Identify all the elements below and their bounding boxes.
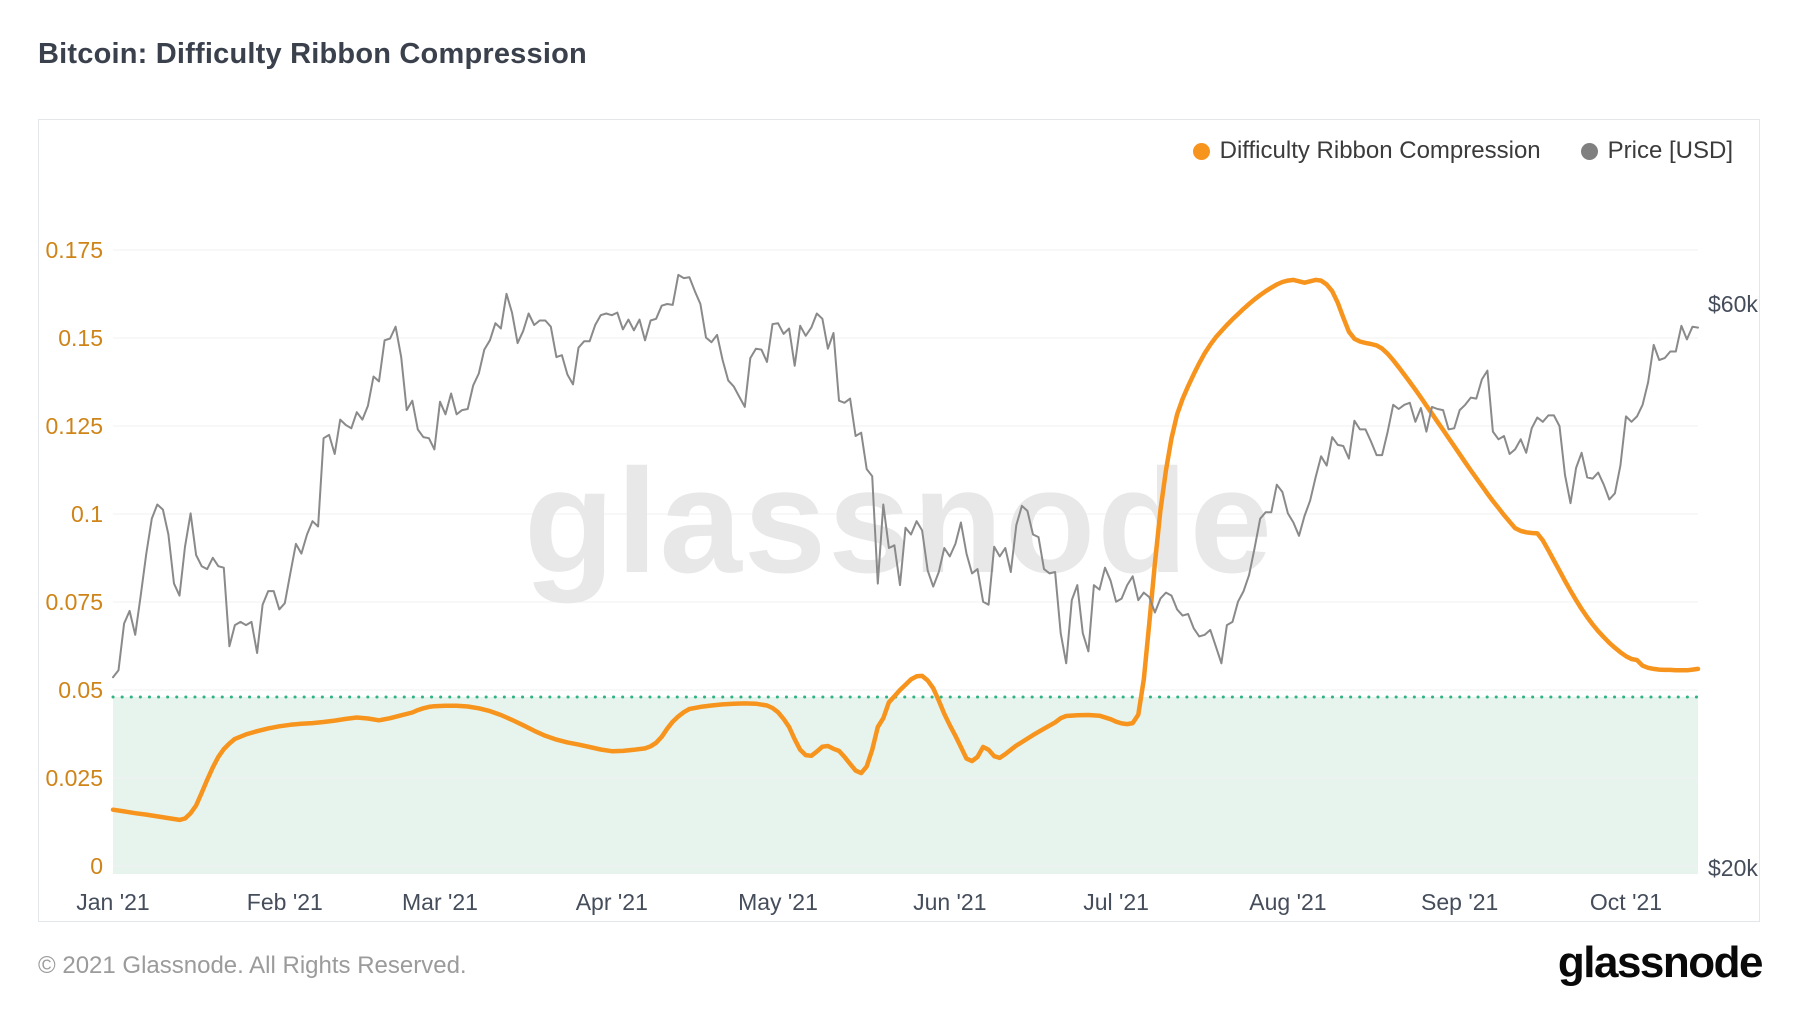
- copyright-text: © 2021 Glassnode. All Rights Reserved.: [38, 952, 467, 979]
- legend-dot-price-icon: [1580, 142, 1598, 160]
- y-axis-tick-label: 0.025: [45, 765, 103, 791]
- y-axis-tick-label: 0: [90, 853, 103, 879]
- y-axis-tick-label: 0.175: [45, 237, 103, 263]
- legend-dot-compression-icon: [1192, 142, 1210, 160]
- y-axis-tick-label: 0.1: [71, 501, 103, 527]
- page-title: Bitcoin: Difficulty Ribbon Compression: [38, 38, 587, 70]
- x-axis-tick-label: Jul '21: [1083, 889, 1149, 915]
- x-axis-tick-label: Oct '21: [1590, 889, 1662, 915]
- chart-plot-area[interactable]: glassnode00.0250.050.0750.10.1250.150.17…: [39, 120, 1759, 921]
- x-axis-tick-label: Aug '21: [1249, 889, 1326, 915]
- price-line[interactable]: [112, 273, 1699, 679]
- x-axis-tick-label: Apr '21: [576, 889, 648, 915]
- x-axis-tick-label: May '21: [738, 889, 818, 915]
- y-axis-tick-label: 0.125: [45, 413, 103, 439]
- legend-label-price: Price [USD]: [1607, 137, 1733, 164]
- x-axis-tick-label: Mar '21: [402, 889, 478, 915]
- compression-line[interactable]: [110, 277, 1701, 823]
- legend-item-price[interactable]: Price [USD]: [1580, 137, 1733, 165]
- price-axis-tick-label: $60k: [1708, 291, 1758, 317]
- x-axis-tick-label: Jan '21: [76, 889, 149, 915]
- chart-legend: Difficulty Ribbon Compression Price [USD…: [1192, 137, 1733, 165]
- glassnode-logo[interactable]: glassnode: [1557, 938, 1764, 987]
- legend-label-compression: Difficulty Ribbon Compression: [1219, 137, 1541, 164]
- price-axis-tick-label: $20k: [1708, 855, 1758, 881]
- y-axis-tick-label: 0.075: [45, 589, 103, 615]
- x-axis-tick-label: Feb '21: [247, 889, 323, 915]
- x-axis-tick-label: Sep '21: [1421, 889, 1498, 915]
- legend-item-compression[interactable]: Difficulty Ribbon Compression: [1192, 137, 1541, 165]
- threshold-band: [113, 697, 1698, 874]
- chart-card: Difficulty Ribbon Compression Price [USD…: [38, 119, 1760, 922]
- y-axis-tick-label: 0.05: [58, 677, 103, 703]
- y-axis-tick-label: 0.15: [58, 325, 103, 351]
- x-axis-tick-label: Jun '21: [913, 889, 986, 915]
